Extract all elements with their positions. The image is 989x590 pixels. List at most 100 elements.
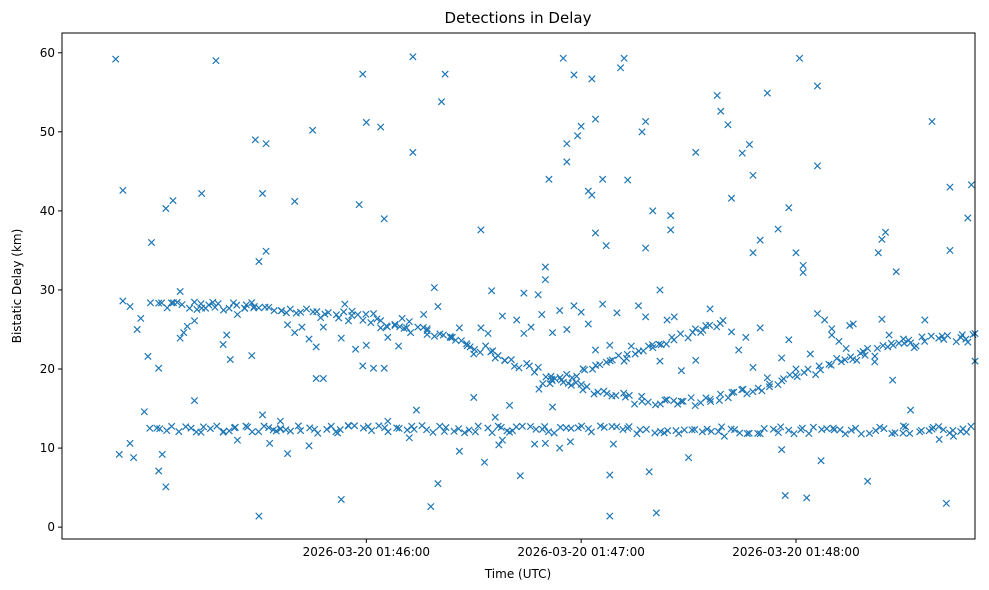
data-point [841,356,849,364]
data-point [927,332,935,340]
data-point [602,242,610,250]
data-point [359,316,367,324]
data-point [935,422,943,431]
data-point [214,300,222,308]
data-point [503,427,511,435]
data-point [648,341,657,349]
data-point [226,355,234,364]
data-point [874,249,882,257]
data-point [921,316,929,324]
data-point [258,411,267,419]
data-point [849,320,857,328]
data-point [745,140,754,149]
data-point [277,307,285,315]
data-point [197,428,205,436]
data-point [530,368,539,376]
data-point [606,471,614,479]
data-point [498,436,507,444]
y-tick-label: 60 [40,46,55,60]
data-point [291,329,299,337]
data-point [260,422,268,430]
data-point [209,298,217,307]
data-point [551,375,559,383]
data-point [871,358,879,366]
data-point [749,171,757,179]
data-point [786,371,794,379]
data-point [182,423,190,431]
data-point [730,425,739,434]
data-point [400,324,408,333]
data-point [229,299,238,307]
data-point [169,196,177,205]
data-point [641,117,650,126]
data-point [656,357,664,365]
data-point [717,107,725,115]
data-point [541,276,549,284]
data-point [434,480,442,488]
data-point [233,436,242,444]
data-point [742,333,750,342]
data-point [525,362,533,370]
data-point [857,430,865,438]
data-point [638,128,646,136]
data-point [466,343,474,351]
data-point [692,148,700,157]
data-point [724,394,732,402]
data-point [638,392,646,401]
y-tick-label: 30 [40,283,55,297]
data-point [140,408,148,416]
data-point [625,391,633,399]
data-point [137,314,145,323]
data-point [591,115,600,123]
data-point [298,323,306,331]
data-point [302,305,311,313]
data-point [614,351,623,360]
data-point [206,425,215,433]
data-point [332,428,340,436]
data-point [781,491,789,500]
data-point [763,89,771,97]
data-point [539,380,547,388]
data-point [391,320,399,329]
data-point [119,186,127,194]
data-point [663,316,671,324]
data-point [158,450,166,459]
data-point [429,428,437,436]
data-point [276,424,285,433]
data-point [706,397,715,406]
data-point [667,226,675,234]
data-point [380,215,388,223]
data-point [692,356,700,364]
data-point [663,396,671,404]
data-point [680,426,688,434]
data-point [620,389,628,397]
data-point [340,308,348,316]
data-point [749,388,757,396]
data-point [323,425,331,433]
data-point [967,181,976,189]
data-point [126,302,134,311]
data-point [233,310,242,319]
data-point [720,432,728,440]
data-point [550,429,558,437]
data-point [219,340,227,349]
data-point [512,423,520,431]
data-point [212,57,220,65]
data-point [223,331,231,339]
data-point [847,426,855,434]
data-point [760,424,768,433]
data-point [833,354,841,363]
data-point [900,339,908,348]
data-point [545,175,553,183]
data-point [697,328,705,336]
data-point [707,427,716,435]
data-point [608,356,616,364]
data-point [518,422,526,430]
data-point [265,303,273,311]
data-point [324,308,332,317]
data-point [225,427,233,435]
data-point [641,313,650,321]
data-point [396,323,404,331]
data-point [577,380,585,389]
data-point [656,400,664,408]
